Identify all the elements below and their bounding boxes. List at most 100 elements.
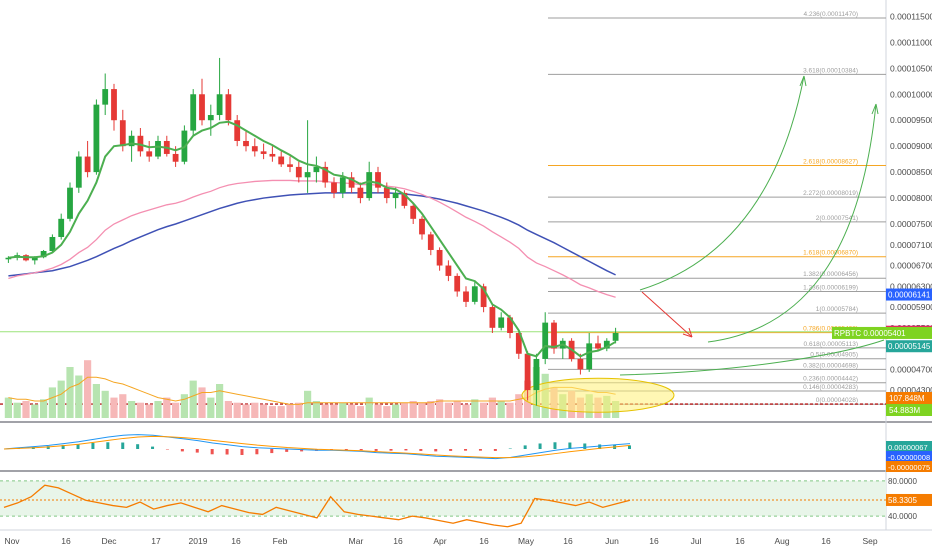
x-tick-label: Dec (101, 536, 117, 546)
volume-bar (58, 381, 65, 418)
volume-bar (49, 387, 56, 418)
price-badge-label: RPBTC 0.00005401 (834, 329, 906, 338)
candle-body (534, 359, 540, 390)
volume-bar (269, 406, 276, 418)
candle-body (234, 120, 240, 141)
macd-badge-label: -0.00000008 (888, 453, 930, 462)
y-tick-label: 0.00011000 (890, 37, 932, 47)
volume-bar (410, 401, 417, 418)
volume-bar (102, 391, 109, 418)
candle-body (305, 172, 311, 177)
volume-bar (436, 399, 443, 418)
x-tick-label: May (518, 536, 535, 546)
volume-bar (225, 401, 232, 418)
candle-body (76, 157, 82, 188)
volume-bar (163, 398, 170, 418)
candle-body (146, 151, 152, 156)
volume-bar (401, 403, 408, 418)
macd-histogram-bar (434, 449, 437, 451)
candle-body (410, 206, 416, 219)
candle-body (217, 94, 223, 115)
volume-bar (84, 360, 91, 418)
candle-body (261, 151, 267, 154)
volume-bar (251, 403, 258, 418)
macd-histogram-bar (404, 449, 407, 450)
macd-histogram-bar (524, 445, 527, 449)
candle-body (595, 343, 601, 348)
x-tick-label: 16 (61, 536, 71, 546)
volume-bar (366, 398, 373, 418)
candle-body (551, 323, 557, 349)
y-tick-label: 0.00011500 (890, 11, 932, 21)
volume-bar (286, 404, 293, 418)
candle-body (428, 234, 434, 250)
macd-histogram-bar (196, 449, 199, 453)
volume-bar (242, 404, 249, 418)
volume-bar (5, 398, 12, 418)
candle-body (446, 266, 452, 276)
macd-histogram-bar (211, 449, 214, 454)
rsi-tick-label: 40.0000 (888, 512, 917, 521)
y-tick-label: 0.00006700 (890, 261, 932, 271)
volume-bar (93, 384, 100, 418)
candle-body (578, 359, 584, 369)
macd-histogram-bar (375, 449, 378, 451)
volume-bar (515, 394, 522, 418)
candle-body (67, 188, 73, 219)
candle-body (586, 343, 592, 369)
macd-histogram-bar (539, 443, 542, 449)
candle-body (296, 167, 302, 177)
candle-body (190, 94, 196, 130)
volume-badge-label: 54.883M (889, 406, 920, 415)
y-tick-label: 0.00008000 (890, 193, 932, 203)
fib-level-label: 0.618(0.00005113) (804, 341, 858, 348)
x-tick-label: Sep (862, 536, 877, 546)
candle-body (490, 307, 496, 328)
y-tick-label: 0.00004700 (890, 364, 932, 374)
volume-bar (137, 403, 144, 418)
x-tick-label: 16 (649, 536, 659, 546)
macd-histogram-bar (553, 442, 556, 449)
fib-level-label: 0.236(0.00004442) (803, 376, 858, 383)
volume-bar (330, 404, 337, 418)
candle-body (173, 154, 179, 162)
x-tick-label: Apr (433, 536, 446, 546)
volume-bar (260, 404, 267, 418)
candle-body (102, 89, 108, 105)
x-tick-label: 16 (563, 536, 573, 546)
x-tick-label: 16 (393, 536, 403, 546)
x-tick-label: Jun (605, 536, 619, 546)
fib-level-label: 1(0.00005784) (816, 306, 858, 313)
x-tick-label: 2019 (189, 536, 208, 546)
fib-level-label: 0.382(0.00004698) (803, 362, 858, 369)
macd-histogram-bar (240, 449, 243, 455)
volume-bar (14, 403, 21, 418)
volume-bar (304, 391, 311, 418)
volume-bar (198, 387, 205, 418)
x-tick-label: 17 (151, 536, 161, 546)
macd-histogram-bar (136, 444, 139, 449)
volume-bar (427, 401, 434, 418)
candle-body (155, 141, 161, 157)
rsi-badge-label: 58.3305 (888, 496, 917, 505)
volume-bar (278, 406, 285, 418)
fib-level-label: 1.618(0.00006870) (803, 250, 858, 257)
candle-body (58, 219, 64, 237)
macd-histogram-bar (181, 449, 184, 451)
y-tick-label: 0.00009500 (890, 115, 932, 125)
fib-level-label: 2.272(0.00008019) (803, 190, 858, 197)
y-tick-label: 0.00005900 (890, 302, 932, 312)
x-tick-label: Mar (349, 536, 364, 546)
volume-bar (110, 398, 117, 418)
volume-bar (216, 384, 223, 418)
macd-histogram-bar (419, 449, 422, 451)
candle-body (498, 317, 504, 327)
y-tick-label: 0.00007100 (890, 240, 932, 250)
volume-bar (190, 381, 197, 418)
candle-body (208, 115, 214, 120)
candle-body (111, 89, 117, 120)
macd-histogram-bar (479, 449, 482, 451)
x-tick-label: 16 (479, 536, 489, 546)
candle-body (419, 219, 425, 235)
